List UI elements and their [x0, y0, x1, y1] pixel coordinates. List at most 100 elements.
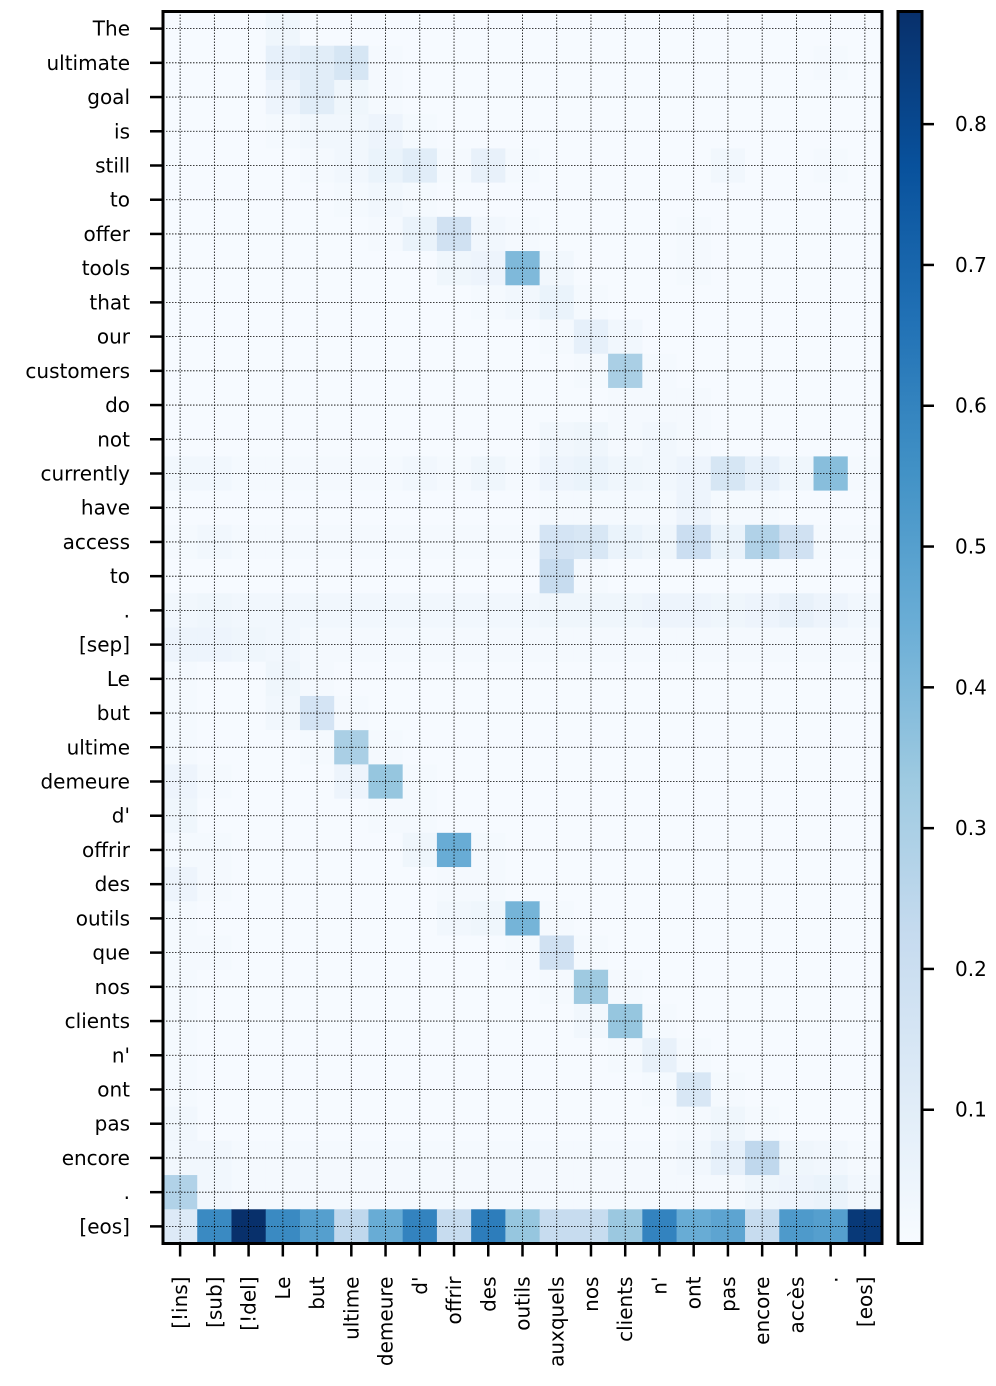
- heatmap-cell: [573, 935, 609, 971]
- heatmap-cell: [505, 524, 541, 560]
- heatmap-cell: [163, 79, 198, 115]
- heatmap-cell: [402, 1106, 438, 1142]
- heatmap-cell: [813, 593, 849, 628]
- heatmap-cell: [163, 422, 198, 457]
- heatmap-cell: [334, 695, 369, 731]
- heatmap-cell: [402, 695, 438, 731]
- heatmap-cell: [334, 422, 369, 457]
- heatmap-cell: [334, 832, 369, 868]
- heatmap-cell: [231, 935, 267, 971]
- heatmap-cell: [505, 935, 541, 971]
- y-tick-label: [eos]: [79, 1214, 130, 1238]
- heatmap-cell: [642, 695, 677, 731]
- y-tick-label: encore: [62, 1146, 130, 1170]
- heatmap-cell: [573, 1003, 609, 1039]
- heatmap-cell: [231, 182, 267, 218]
- heatmap-cell: [334, 251, 369, 286]
- heatmap-cell: [745, 695, 780, 731]
- heatmap-cell: [813, 11, 849, 47]
- y-tick-label: have: [81, 496, 130, 520]
- y-tick-label: do: [105, 393, 130, 417]
- heatmap-cell: [745, 11, 780, 47]
- heatmap-cell: [573, 182, 609, 218]
- y-tick-label: to: [110, 188, 130, 212]
- heatmap-cell: [231, 353, 267, 389]
- heatmap-cell: [402, 935, 438, 971]
- x-tick-label: ont: [682, 1276, 706, 1309]
- heatmap-cell: [642, 182, 677, 218]
- y-tick-label: que: [92, 941, 130, 965]
- heatmap-cell: [163, 11, 198, 47]
- heatmap-cell: [745, 524, 780, 560]
- heatmap-cell: [163, 1003, 198, 1039]
- heatmap-cell: [745, 251, 780, 286]
- heatmap-cell: [745, 353, 780, 389]
- colorbar-tick-label: 0.3: [955, 816, 987, 840]
- heatmap-cell: [402, 1175, 438, 1210]
- heatmap-cell: [402, 1003, 438, 1039]
- heatmap-cell: [334, 79, 369, 115]
- heatmap-cell: [642, 832, 677, 868]
- heatmap-cell: [642, 524, 677, 560]
- x-axis-ticks: [!ins] [sub] [!del] Le but ultime demeure d' off…: [168, 1243, 877, 1367]
- heatmap-cell: [163, 695, 198, 731]
- y-tick-label: Le: [107, 667, 130, 691]
- heatmap-cell: [573, 353, 609, 389]
- heatmap-cell: [334, 593, 369, 628]
- heatmap-cell: [402, 182, 438, 218]
- heatmap-cell: [642, 251, 677, 286]
- colorbar-tick-label: 0.6: [955, 394, 987, 418]
- heatmap-cell: [231, 524, 267, 560]
- heatmap-cell: [163, 251, 198, 286]
- heatmap-cell: [163, 593, 198, 628]
- heatmap-cell: [163, 1175, 198, 1210]
- heatmap-cell: [231, 1106, 267, 1142]
- heatmap-cell: [745, 1175, 780, 1210]
- heatmap-cell: [402, 867, 438, 902]
- heatmap-cell: [231, 867, 267, 902]
- y-axis-ticks: The ultimate goal is still to offer tools that ou…: [25, 17, 163, 1238]
- heatmap-cell: [334, 1106, 369, 1142]
- heatmap-cell: [505, 353, 541, 389]
- heatmap-cell: [813, 695, 849, 731]
- heatmap-cell: [334, 1175, 369, 1210]
- heatmap-cell: [745, 422, 780, 457]
- heatmap-cell: [745, 79, 780, 115]
- heatmap-cell: [231, 251, 267, 286]
- heatmap-cell: [745, 764, 780, 800]
- heatmap-cell: [642, 1175, 677, 1210]
- heatmap-cell: [642, 935, 677, 971]
- x-tick-label: auxquels: [545, 1277, 569, 1367]
- heatmap-cell: [573, 764, 609, 800]
- heatmap-cell: [505, 79, 541, 115]
- heatmap-cell: [813, 935, 849, 971]
- heatmap-cell: [573, 1175, 609, 1210]
- x-tick-label: [!ins]: [168, 1277, 192, 1329]
- x-tick-label: Le: [271, 1277, 295, 1300]
- heatmap-cell: [231, 1003, 267, 1039]
- y-tick-label: offrir: [82, 838, 131, 862]
- y-tick-label: outils: [76, 906, 130, 930]
- heatmap-cell: [334, 1003, 369, 1039]
- x-tick-label: d': [408, 1277, 432, 1295]
- y-tick-label: The: [92, 17, 130, 41]
- y-tick-label: not: [97, 427, 130, 451]
- heatmap-cell: [813, 182, 849, 218]
- colorbar-tick-label: 0.2: [955, 957, 987, 981]
- y-tick-label: that: [89, 290, 130, 314]
- heatmap-cell: [813, 251, 849, 286]
- heatmap-cell: [745, 832, 780, 868]
- colorbar-tick-label: 0.4: [955, 675, 987, 699]
- heatmap-cell: [231, 764, 267, 800]
- y-tick-label: our: [97, 325, 131, 349]
- heatmap-cell: [163, 867, 198, 902]
- colorbar-tick-label: 0.7: [955, 253, 987, 277]
- heatmap-cell: [505, 593, 541, 628]
- heatmap-cell: [402, 832, 438, 868]
- y-tick-label: ultimate: [46, 51, 130, 75]
- heatmap-cell: [231, 832, 267, 868]
- x-tick-label: [sub]: [202, 1277, 226, 1328]
- heatmap-cell: [642, 353, 677, 389]
- x-tick-label: [!del]: [237, 1277, 261, 1331]
